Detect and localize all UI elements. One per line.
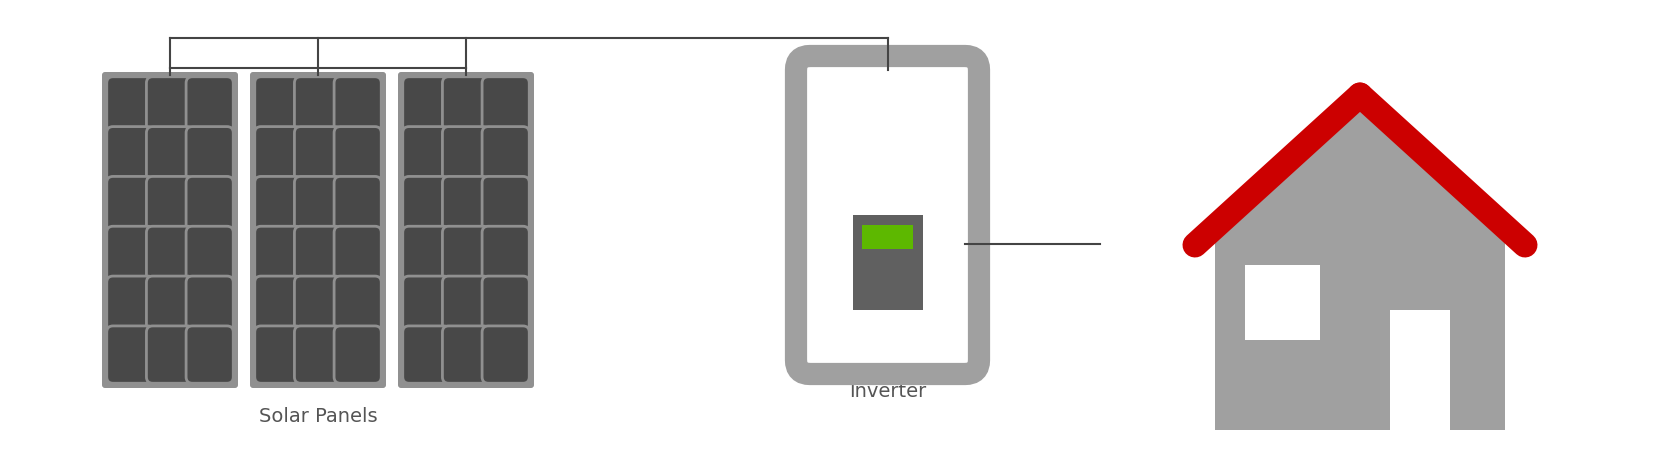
FancyBboxPatch shape bbox=[186, 77, 234, 134]
FancyBboxPatch shape bbox=[255, 126, 302, 184]
FancyBboxPatch shape bbox=[186, 326, 234, 383]
FancyBboxPatch shape bbox=[255, 276, 302, 333]
FancyBboxPatch shape bbox=[482, 326, 529, 383]
FancyBboxPatch shape bbox=[442, 276, 489, 333]
Bar bbox=[1389, 310, 1450, 430]
Bar bbox=[852, 215, 922, 310]
FancyBboxPatch shape bbox=[442, 77, 489, 134]
FancyBboxPatch shape bbox=[294, 126, 341, 184]
FancyBboxPatch shape bbox=[108, 326, 155, 383]
FancyBboxPatch shape bbox=[403, 226, 450, 283]
FancyBboxPatch shape bbox=[442, 326, 489, 383]
FancyBboxPatch shape bbox=[482, 176, 529, 234]
FancyBboxPatch shape bbox=[403, 77, 450, 134]
FancyBboxPatch shape bbox=[334, 126, 381, 184]
FancyBboxPatch shape bbox=[294, 226, 341, 283]
FancyBboxPatch shape bbox=[186, 126, 234, 184]
FancyBboxPatch shape bbox=[146, 276, 193, 333]
FancyBboxPatch shape bbox=[482, 126, 529, 184]
Bar bbox=[1245, 265, 1320, 340]
FancyBboxPatch shape bbox=[403, 326, 450, 383]
FancyBboxPatch shape bbox=[146, 77, 193, 134]
FancyBboxPatch shape bbox=[250, 72, 386, 388]
FancyBboxPatch shape bbox=[482, 226, 529, 283]
FancyBboxPatch shape bbox=[442, 226, 489, 283]
FancyBboxPatch shape bbox=[146, 326, 193, 383]
FancyBboxPatch shape bbox=[403, 126, 450, 184]
FancyBboxPatch shape bbox=[334, 226, 381, 283]
FancyBboxPatch shape bbox=[403, 176, 450, 234]
FancyBboxPatch shape bbox=[102, 72, 239, 388]
FancyBboxPatch shape bbox=[108, 226, 155, 283]
FancyBboxPatch shape bbox=[398, 72, 534, 388]
Text: Solar Panels: Solar Panels bbox=[259, 407, 378, 426]
FancyBboxPatch shape bbox=[186, 176, 234, 234]
Bar bbox=[1215, 230, 1505, 430]
FancyBboxPatch shape bbox=[334, 77, 381, 134]
FancyBboxPatch shape bbox=[186, 226, 234, 283]
FancyBboxPatch shape bbox=[294, 276, 341, 333]
FancyBboxPatch shape bbox=[255, 176, 302, 234]
FancyBboxPatch shape bbox=[442, 176, 489, 234]
FancyBboxPatch shape bbox=[334, 176, 381, 234]
Bar bbox=[862, 225, 912, 249]
FancyBboxPatch shape bbox=[482, 77, 529, 134]
Text: Inverter: Inverter bbox=[848, 382, 926, 401]
FancyBboxPatch shape bbox=[255, 226, 302, 283]
FancyBboxPatch shape bbox=[294, 77, 341, 134]
FancyBboxPatch shape bbox=[186, 276, 234, 333]
FancyBboxPatch shape bbox=[482, 276, 529, 333]
FancyBboxPatch shape bbox=[255, 77, 302, 134]
FancyBboxPatch shape bbox=[294, 326, 341, 383]
FancyBboxPatch shape bbox=[146, 226, 193, 283]
FancyBboxPatch shape bbox=[146, 126, 193, 184]
FancyBboxPatch shape bbox=[442, 126, 489, 184]
FancyBboxPatch shape bbox=[108, 126, 155, 184]
FancyBboxPatch shape bbox=[108, 276, 155, 333]
FancyBboxPatch shape bbox=[334, 276, 381, 333]
FancyBboxPatch shape bbox=[146, 176, 193, 234]
FancyBboxPatch shape bbox=[108, 176, 155, 234]
FancyBboxPatch shape bbox=[334, 326, 381, 383]
FancyBboxPatch shape bbox=[403, 276, 450, 333]
Polygon shape bbox=[1215, 95, 1505, 230]
FancyBboxPatch shape bbox=[255, 326, 302, 383]
FancyBboxPatch shape bbox=[108, 77, 155, 134]
FancyBboxPatch shape bbox=[294, 176, 341, 234]
FancyBboxPatch shape bbox=[796, 56, 979, 374]
